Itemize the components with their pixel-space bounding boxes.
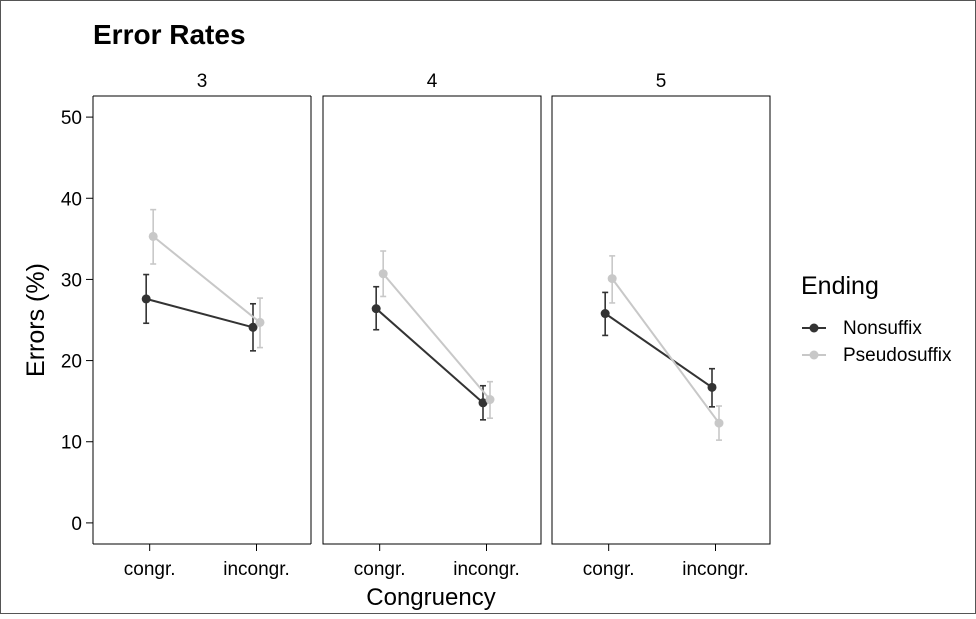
y-tick-label: 20 [61,352,82,373]
facet-label: 3 [197,71,208,92]
series-line-nonsuffix [604,312,713,389]
legend: Ending Nonsuffix Pseudosuffix [801,272,952,366]
data-point [255,317,265,327]
facet-panel-5: 5 congr. incongr. [551,71,771,580]
data-point [707,382,717,392]
legend-nonsuffix-label: Nonsuffix [843,318,922,339]
y-tick-label: 50 [61,108,82,129]
series-nonsuffix [141,273,258,352]
facet-panel-4: 4 congr. incongr. [322,71,542,580]
series-line-pseudosuffix [382,273,491,401]
data-point [378,269,388,279]
data-point [478,398,488,408]
legend-pseudosuffix-marker [809,350,819,360]
legend-item-nonsuffix: Nonsuffix [802,318,922,339]
series-pseudosuffix [148,208,265,349]
chart-title: Error Rates [93,19,246,50]
legend-pseudosuffix-label: Pseudosuffix [843,345,952,366]
y-axis-label: Errors (%) [22,263,50,377]
y-ticks: 0 10 20 30 40 50 [61,108,93,535]
facet-panel-3: 3 congr. incongr. [93,71,312,580]
panel-border [551,95,771,545]
data-point [371,304,381,314]
y-tick-label: 30 [61,270,82,291]
x-tick-label: congr. [583,559,635,580]
data-point [600,309,610,319]
x-tick-label: congr. [124,559,176,580]
data-point [714,418,724,428]
legend-title: Ending [801,272,879,300]
series-pseudosuffix [607,255,724,441]
legend-nonsuffix-marker [809,323,819,333]
y-tick-label: 10 [61,433,82,454]
series-line-pseudosuffix [611,278,720,424]
x-tick-label: incongr. [682,559,749,580]
x-axis-label: Congruency [366,584,495,611]
legend-item-pseudosuffix: Pseudosuffix [802,345,952,366]
panel-border [322,95,542,545]
series-line-nonsuffix [145,297,254,329]
facet-panels: 3 congr. incongr. 4 congr. incongr. 5 congr. inc… [93,71,771,580]
data-point [607,274,617,284]
y-tick-label: 40 [61,189,82,210]
series-nonsuffix [600,291,717,408]
series-pseudosuffix [378,250,495,420]
data-point [141,294,151,304]
data-point [485,395,495,405]
x-tick-label: congr. [354,559,406,580]
data-point [248,322,258,332]
x-tick-label: incongr. [223,559,290,580]
y-axis: 0 10 20 30 40 50 Errors (%) [22,96,94,544]
data-point [148,231,158,241]
facet-label: 5 [656,71,667,92]
series-line-pseudosuffix [152,235,261,324]
x-tick-label: incongr. [453,559,520,580]
series-line-nonsuffix [375,307,484,404]
y-tick-label: 0 [71,514,82,535]
facet-label: 4 [427,71,438,92]
series-nonsuffix [371,285,488,421]
